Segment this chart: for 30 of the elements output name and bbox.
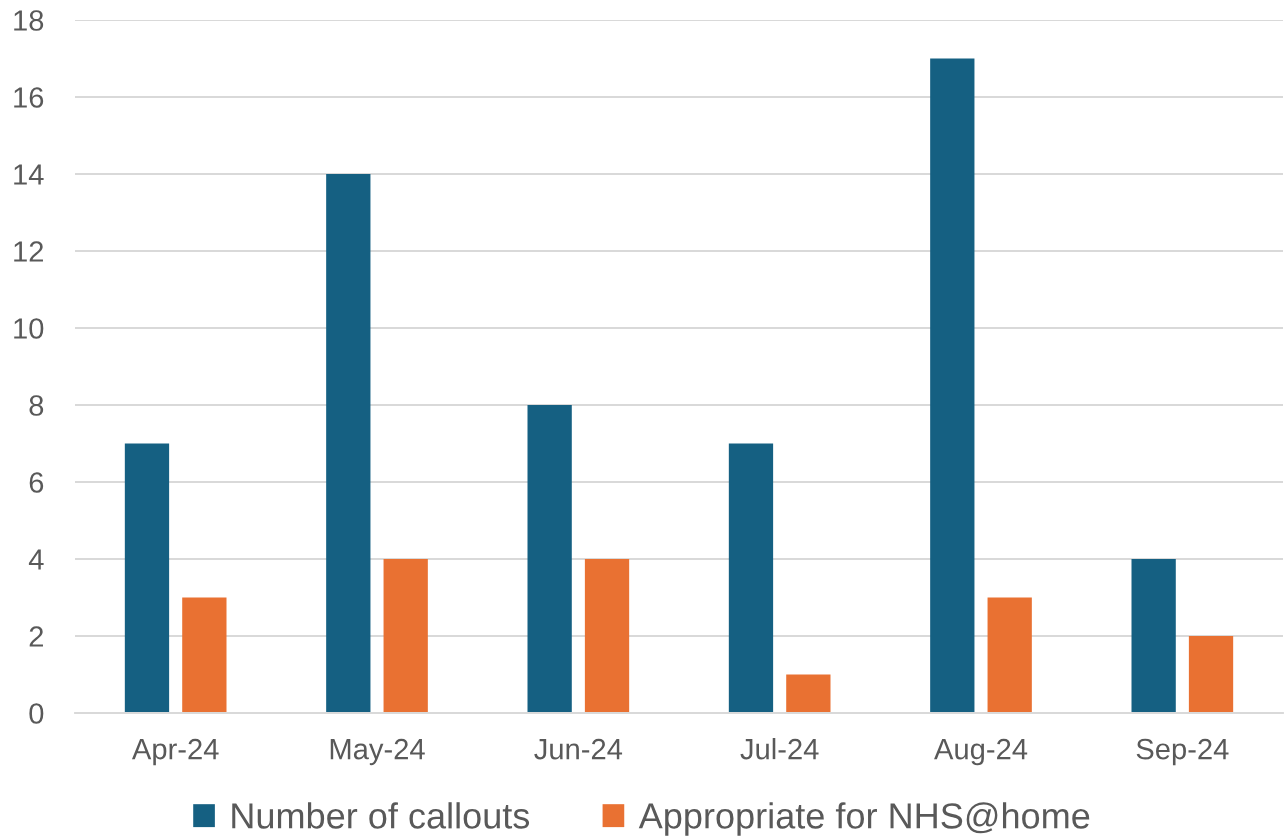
x-tick-label: Aug-24 — [934, 738, 1028, 766]
y-tick-label: 18 — [14, 10, 44, 31]
bar — [1131, 559, 1176, 713]
legend-label: Number of callouts — [232, 802, 530, 829]
y-tick-label: 4 — [28, 549, 44, 570]
bar — [930, 58, 975, 713]
bar — [383, 559, 428, 713]
bar — [1188, 636, 1234, 713]
y-tick-label: 2 — [29, 626, 43, 647]
y-tick-label: 6 — [29, 472, 44, 493]
x-tick-label: Jul-24 — [740, 738, 819, 760]
bar — [987, 597, 1032, 713]
x-tick-label: Sep-24 — [1136, 738, 1229, 766]
y-tick-label: 16 — [14, 87, 44, 108]
x-tick-label: Apr-24 — [131, 738, 219, 766]
legend-label: Appropriate for NHS@home — [638, 802, 1090, 836]
bar — [124, 443, 170, 713]
x-tick-label: Jun-24 — [534, 738, 623, 760]
x-tick-label: May-24 — [330, 738, 425, 766]
bar — [728, 443, 774, 713]
bar — [584, 559, 630, 713]
y-tick-label: 8 — [29, 395, 44, 416]
bar — [527, 405, 572, 713]
y-tick-label: 10 — [14, 318, 44, 339]
bar — [182, 597, 227, 713]
y-tick-label: 12 — [14, 241, 43, 262]
bar — [326, 174, 371, 713]
y-tick-label: 14 — [14, 164, 44, 185]
y-tick-label: 0 — [29, 703, 44, 724]
bar — [786, 674, 831, 713]
